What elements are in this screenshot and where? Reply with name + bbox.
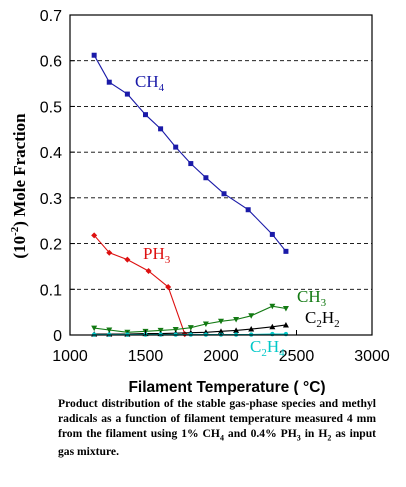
- caption-text: as input gas mixture.: [58, 427, 377, 458]
- y-tick-label: 0.5: [40, 99, 62, 116]
- y-tick-label: 0.3: [40, 191, 62, 208]
- y-tick-label: 0.1: [40, 282, 62, 299]
- data-point: [269, 323, 276, 330]
- label-text: H: [322, 308, 334, 327]
- series-c2h4: [91, 331, 289, 337]
- y-tick-label: 0.7: [40, 8, 62, 25]
- data-point: [283, 248, 289, 254]
- label-subscript: 3: [165, 254, 171, 266]
- caption-text: in H: [300, 427, 328, 441]
- data-point: [188, 161, 194, 167]
- data-point: [143, 112, 148, 118]
- data-point: [165, 284, 172, 290]
- series-ph3: [91, 232, 188, 338]
- data-point: [282, 321, 289, 328]
- series-label-ch3: CH3: [297, 287, 327, 309]
- data-point: [233, 327, 240, 333]
- label-subscript: 4: [279, 347, 285, 359]
- data-point: [187, 325, 194, 331]
- data-point: [124, 256, 131, 263]
- data-point: [245, 207, 251, 213]
- figure-caption: Product distribution of the stable gas-p…: [58, 396, 376, 459]
- data-point: [91, 232, 98, 239]
- y-tick-label: 0.2: [40, 237, 62, 254]
- series-label-ch4: CH4: [135, 72, 165, 94]
- x-tick-label: 3000: [354, 348, 390, 365]
- data-point: [248, 326, 255, 332]
- series-label-c2h4: C2H4: [250, 337, 285, 359]
- y-tick-label: 0.4: [40, 145, 62, 162]
- series-ch4: [91, 52, 289, 254]
- x-tick-label: 1000: [52, 348, 88, 365]
- x-tick-label: 1500: [128, 348, 164, 365]
- mole-fraction-chart: 0 0.1 0.2 0.3 0.4 0.5 0.6 0.7 1000 1500 2000 2500 30…: [9, 8, 390, 395]
- label-subscript: 3: [321, 297, 327, 309]
- data-point: [202, 321, 209, 328]
- series-ch3: [91, 303, 289, 336]
- data-point: [91, 325, 98, 332]
- series-line: [93, 234, 186, 335]
- data-point: [282, 305, 289, 312]
- x-axis-label: Filament Temperature ( °C): [128, 379, 325, 395]
- caption-text: Product distribution of the stable gas-p…: [58, 397, 376, 441]
- data-point: [203, 175, 209, 181]
- series-label-ph3: PH3: [143, 244, 171, 266]
- axis-ticks: 0 0.1 0.2 0.3 0.4 0.5 0.6 0.7 1000 1500 2000 2500 30…: [40, 8, 390, 365]
- data-point: [283, 331, 289, 337]
- label-subscript: 2: [261, 347, 267, 359]
- gridlines: [70, 60, 372, 290]
- data-point: [158, 126, 164, 132]
- y-tick-label: 0.6: [40, 54, 62, 71]
- label-text: H: [267, 337, 279, 356]
- plot-frame: [69, 14, 373, 336]
- data-point: [124, 91, 130, 97]
- y-axis-label-rest: ) Mole Fraction: [10, 113, 29, 227]
- caption-sub: 2: [327, 433, 332, 443]
- label-text: C: [305, 308, 316, 327]
- series-layer: [91, 52, 289, 338]
- data-point: [173, 144, 179, 150]
- data-point: [233, 316, 240, 323]
- y-axis-label-exponent: -2: [9, 226, 21, 236]
- label-text: CH: [297, 287, 321, 306]
- x-tick-label: 2000: [203, 348, 239, 365]
- data-point: [106, 79, 112, 85]
- x-tick-label: 2500: [279, 348, 315, 365]
- data-point: [91, 52, 97, 58]
- data-point: [106, 249, 113, 256]
- label-subscript: 4: [159, 82, 165, 94]
- data-point: [269, 231, 275, 237]
- caption-sub: 3: [296, 433, 301, 443]
- y-axis-label-prefix: (10: [10, 236, 29, 259]
- data-point: [218, 318, 224, 325]
- caption-sub: 4: [219, 433, 224, 443]
- data-point: [221, 191, 227, 197]
- data-point: [106, 327, 113, 333]
- series-label-c2h2: C2H2: [305, 308, 340, 330]
- data-point: [145, 268, 152, 274]
- data-point: [270, 331, 275, 337]
- series-line: [93, 54, 287, 252]
- data-point: [248, 313, 255, 319]
- label-text: C: [250, 337, 261, 356]
- y-tick-label: 0: [53, 328, 62, 345]
- label-subscript: 2: [334, 318, 340, 330]
- label-text: CH: [135, 72, 159, 91]
- data-point: [172, 327, 179, 333]
- data-point: [269, 303, 276, 310]
- label-text: PH: [143, 244, 165, 263]
- caption-text: and 0.4% PH: [223, 427, 297, 441]
- label-subscript: 2: [316, 318, 322, 330]
- y-axis-label: (10-2) Mole Fraction: [9, 113, 29, 259]
